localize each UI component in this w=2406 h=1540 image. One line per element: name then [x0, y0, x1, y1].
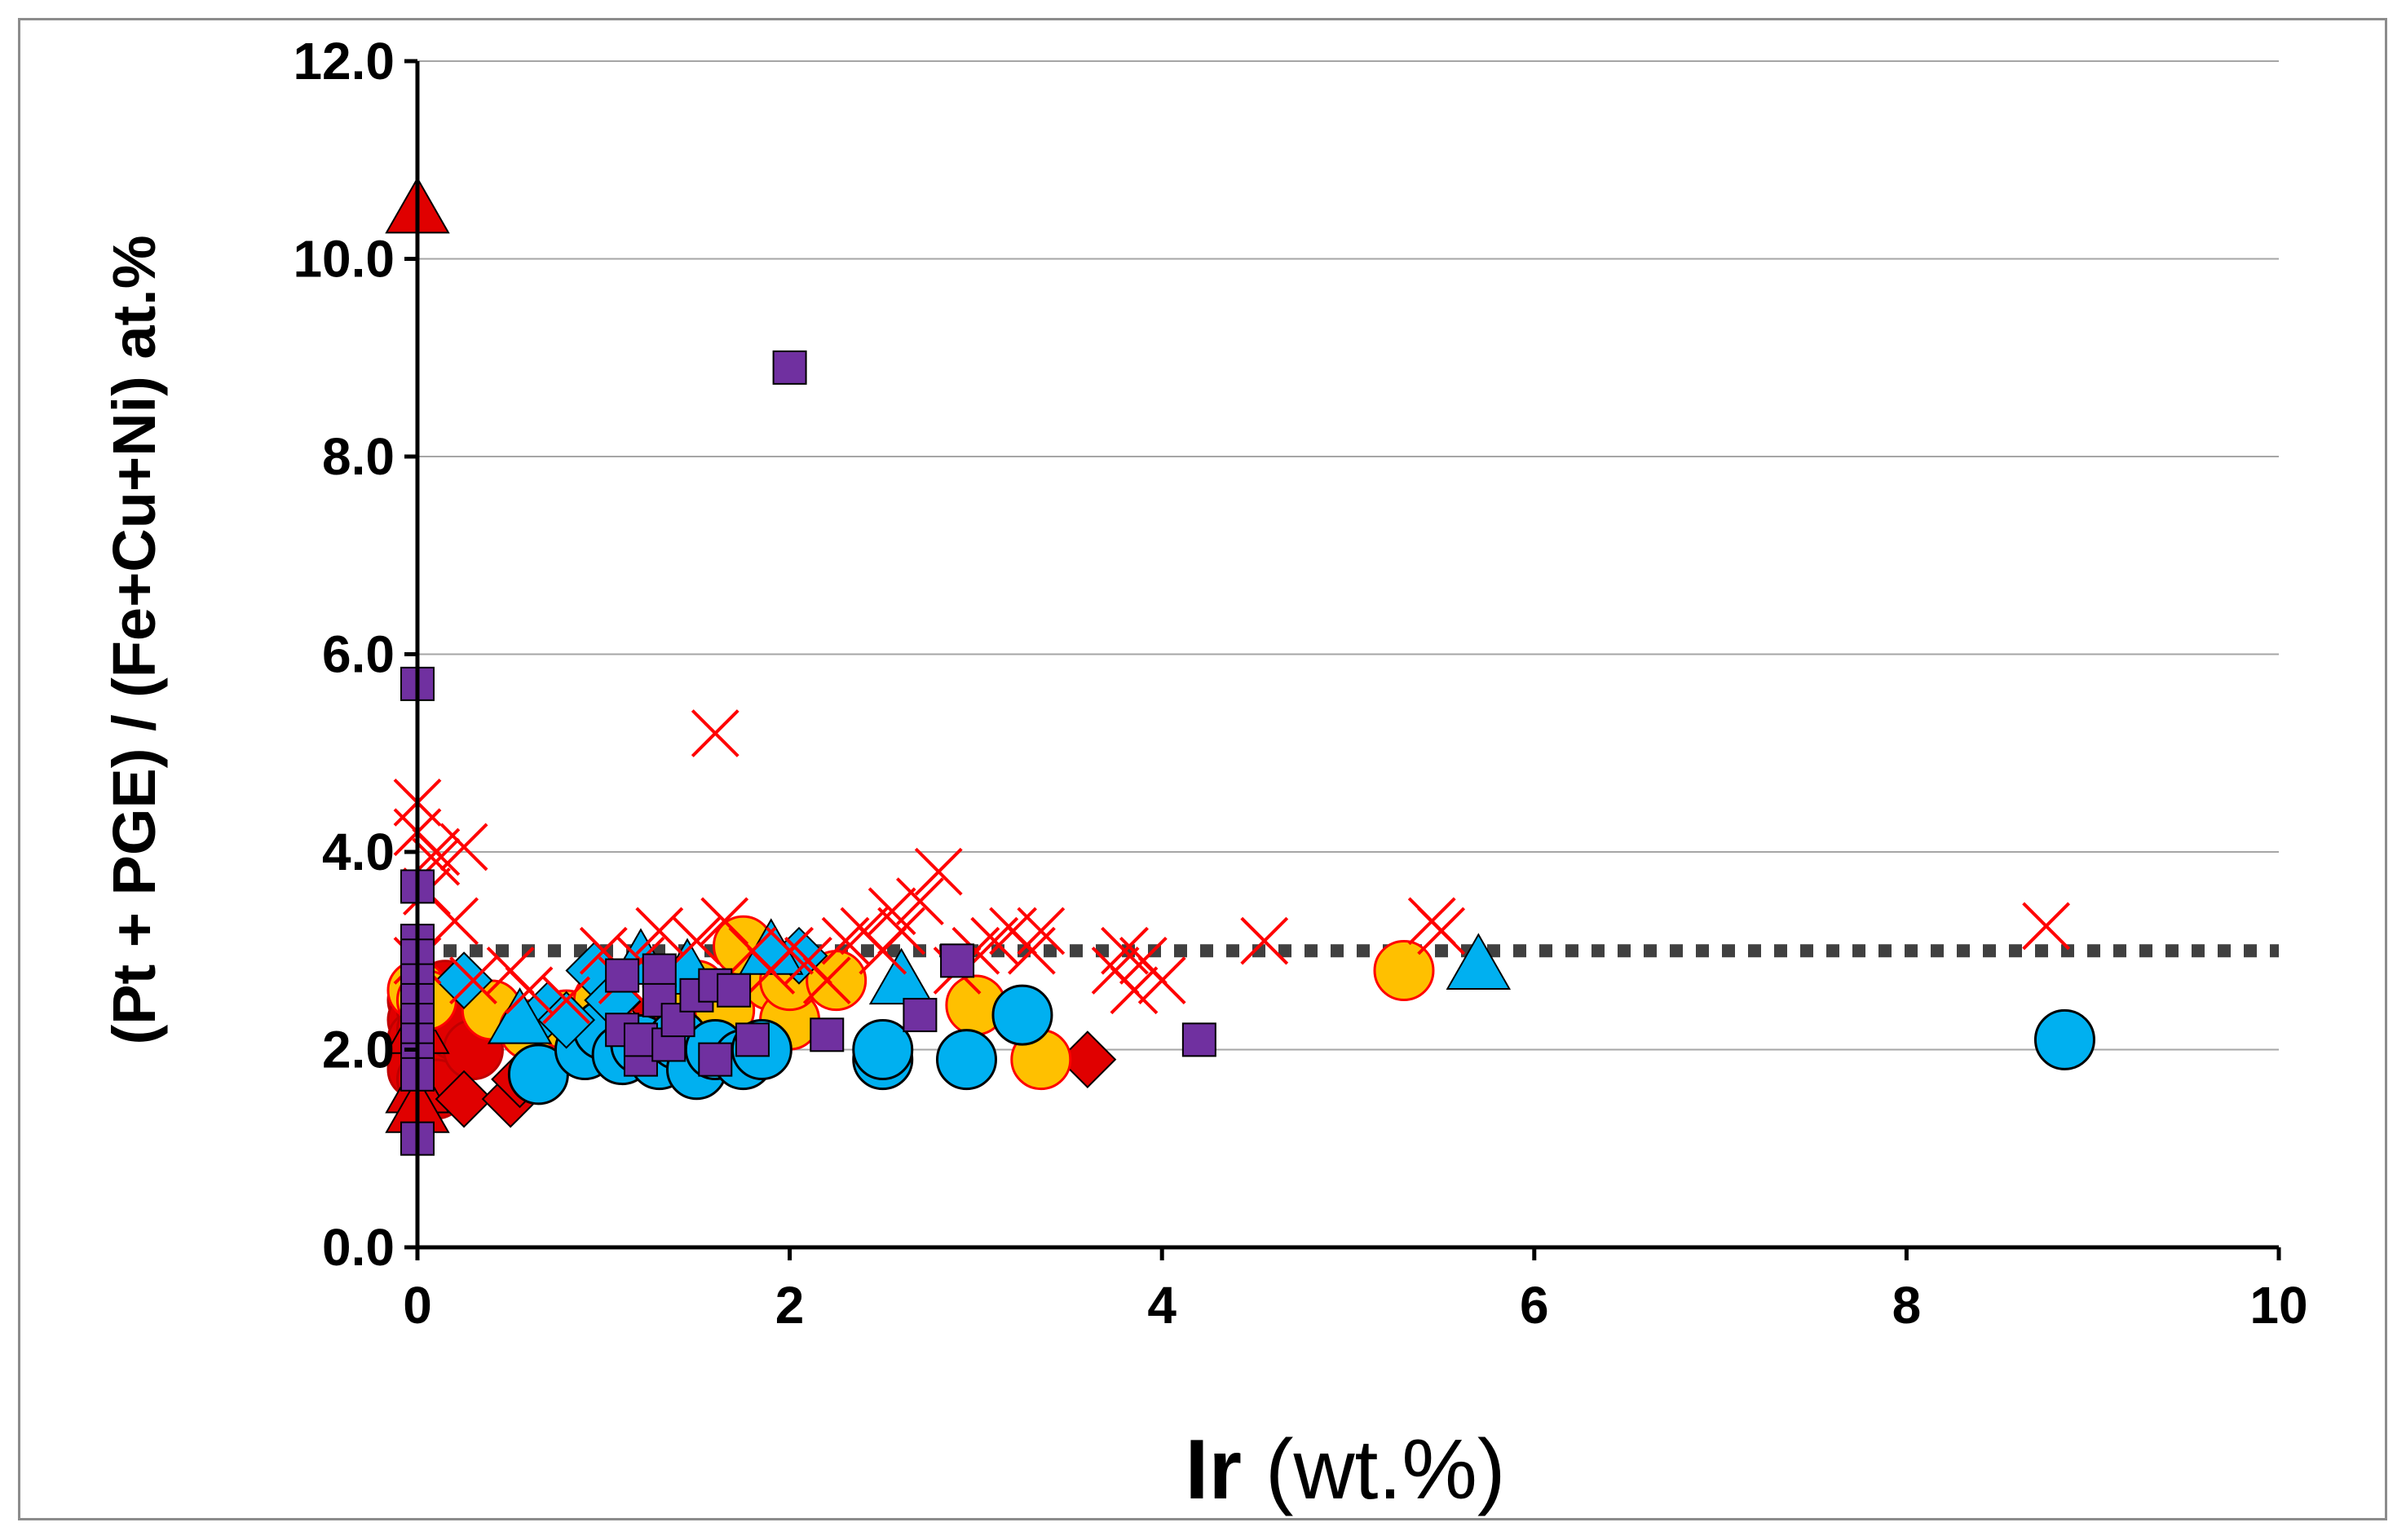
red-crosses-point [673, 916, 721, 965]
x-tick-label: 4 [1147, 1276, 1177, 1335]
red-crosses-point [449, 956, 497, 1005]
blue-triangles-point [487, 987, 553, 1044]
red-crosses-point [1417, 907, 1466, 955]
blue-triangles-point [868, 947, 934, 1005]
cross-stroke [505, 966, 554, 1015]
cross-stroke [1110, 966, 1159, 1015]
y-axis-title: (Pt + PGE) / (Fe+Cu+Ni) at.% [100, 235, 168, 1044]
x-axis-title-unit: (wt.%) [1242, 1423, 1506, 1517]
red-crosses-point [505, 966, 554, 1015]
cross-stroke [895, 877, 944, 926]
x-axis-title: Ir (wt.%) [1185, 1423, 1506, 1517]
x-tick-label: 8 [1892, 1276, 1922, 1335]
cross-stroke [867, 887, 916, 936]
y-tick-labels: 0.0 2.0 4.0 6.0 8.0 10.0 12.0 [293, 32, 395, 1277]
red-crosses-point [1017, 907, 1066, 955]
x-tick-label: 0 [403, 1276, 432, 1335]
cross-stroke [1240, 916, 1289, 965]
red-crosses-point [412, 827, 461, 876]
cross-stroke [542, 976, 591, 1025]
y-tick-label: 10.0 [293, 230, 395, 289]
purple-squares-point [698, 1042, 733, 1077]
y-tick-label: 12.0 [293, 32, 395, 90]
axes [404, 59, 2281, 1260]
red-crosses-point [439, 823, 488, 871]
cross-stroke [412, 827, 461, 876]
y-tick-label: 6.0 [322, 625, 395, 684]
purple-squares-point [717, 973, 752, 1008]
cross-stroke [1417, 907, 1466, 955]
blue-circles-point [852, 1019, 914, 1080]
red-crosses-point [895, 877, 944, 926]
blue-circles-point [2033, 1008, 2095, 1070]
purple-squares-point [735, 1022, 770, 1057]
purple-squares-point [903, 998, 938, 1033]
gridlines [417, 60, 2279, 1051]
cross-stroke [1137, 956, 1186, 1005]
cross-stroke [579, 926, 628, 975]
cross-stroke [430, 897, 479, 946]
yellow-circles-point [1373, 940, 1435, 1001]
cross-stroke [700, 897, 749, 946]
purple-squares-point [1181, 1022, 1216, 1057]
y-tick-label: 8.0 [322, 427, 395, 486]
cross-stroke [1017, 907, 1066, 955]
purple-squares-point [940, 943, 975, 978]
blue-circles-point [991, 984, 1053, 1046]
x-tick-labels: 0 2 4 6 8 10 [403, 1276, 2307, 1335]
blue-circles-point [935, 1029, 997, 1091]
x-axis-title-element: Ir [1185, 1423, 1242, 1517]
red-crosses-point [430, 897, 479, 946]
y-tick-label: 0.0 [322, 1218, 395, 1277]
red-diamonds-point [435, 1070, 493, 1128]
cross-stroke [449, 956, 497, 1005]
red-crosses-point [1110, 966, 1159, 1015]
cross-stroke [914, 847, 963, 896]
cross-stroke [766, 926, 815, 975]
purple-squares-point [772, 350, 807, 385]
red-crosses-point [877, 907, 925, 955]
cross-stroke [2022, 902, 2071, 951]
cross-stroke [802, 956, 851, 1005]
red-crosses-point [1137, 956, 1186, 1005]
y-tick-label: 4.0 [322, 823, 395, 881]
cross-stroke [1101, 926, 1149, 975]
cross-stroke [691, 709, 739, 757]
red-crosses-point [635, 907, 684, 955]
red-crosses-point [542, 976, 591, 1025]
x-tick-label: 6 [1520, 1276, 1549, 1335]
data-points [385, 176, 2095, 1156]
cross-stroke [635, 907, 684, 955]
cross-stroke [439, 823, 488, 871]
x-tick-label: 10 [2249, 1276, 2307, 1335]
purple-squares-point [605, 958, 640, 993]
red-crosses-point [802, 956, 851, 1005]
purple-squares-point [810, 1017, 845, 1052]
chart-frame [18, 18, 2387, 1520]
red-crosses-point [691, 709, 739, 757]
cross-stroke [877, 907, 925, 955]
blue-triangles-point [1446, 933, 1512, 990]
purple-squares-point [642, 953, 677, 988]
x-tick-label: 2 [775, 1276, 805, 1335]
y-tick-label: 2.0 [322, 1021, 395, 1079]
red-crosses-point [2022, 902, 2071, 951]
red-crosses-point [914, 847, 963, 896]
cross-stroke [673, 916, 721, 965]
red-crosses-point [1240, 916, 1289, 965]
